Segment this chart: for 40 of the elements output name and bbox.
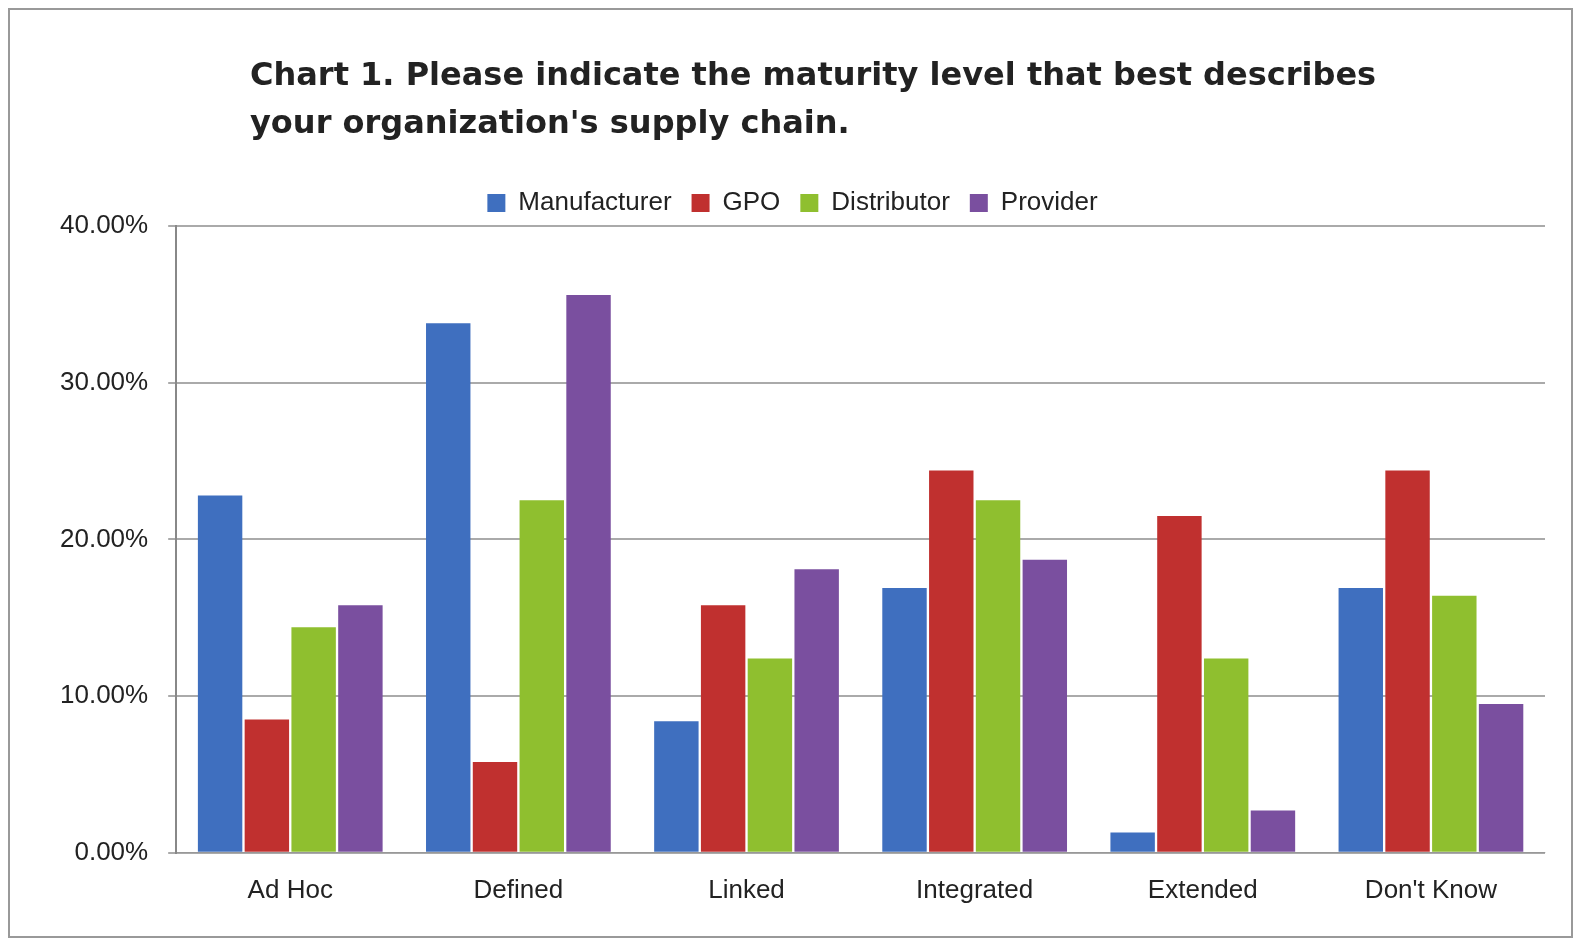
x-tick-label: Ad Hoc — [247, 873, 333, 904]
bar — [291, 627, 336, 852]
bar — [654, 721, 699, 852]
bar — [747, 658, 793, 852]
bar — [975, 500, 1021, 852]
bar — [794, 569, 839, 852]
bar — [1385, 470, 1430, 852]
bar — [338, 605, 383, 852]
x-tick-label: Integrated — [916, 873, 1034, 904]
legend-label: Distributor — [831, 186, 951, 217]
bar — [244, 719, 290, 852]
bar — [1478, 703, 1524, 852]
bar — [1157, 515, 1202, 852]
bar — [1110, 832, 1155, 852]
bar — [1022, 559, 1068, 852]
bar — [1203, 658, 1249, 852]
x-tick-label: Extended — [1147, 873, 1258, 904]
bar — [519, 500, 564, 852]
legend-label: Manufacturer — [518, 186, 672, 217]
bar — [472, 761, 518, 852]
bar — [566, 294, 611, 852]
bar — [929, 470, 974, 852]
bar — [426, 323, 471, 852]
legend-label: Provider — [1000, 186, 1098, 217]
bar — [197, 495, 243, 852]
bar — [1338, 587, 1383, 852]
x-tick-label: Don't Know — [1364, 873, 1498, 904]
legend-label: GPO — [722, 186, 781, 217]
y-tick-label: 20.00% — [59, 522, 149, 553]
x-tick-label: Linked — [708, 873, 785, 904]
y-tick-label: 30.00% — [59, 365, 149, 396]
chart-title: Chart 1. Please indicate the maturity level that best describes your organization's supply chain. — [250, 54, 1378, 143]
bar — [700, 605, 746, 852]
x-tick-label: Defined — [473, 873, 564, 904]
y-tick-label: 0.00% — [74, 835, 149, 866]
y-tick-label: 10.00% — [59, 679, 149, 710]
bar — [1432, 595, 1477, 852]
bar — [882, 587, 927, 852]
y-tick-label: 40.00% — [59, 209, 149, 240]
bar — [1250, 810, 1296, 852]
